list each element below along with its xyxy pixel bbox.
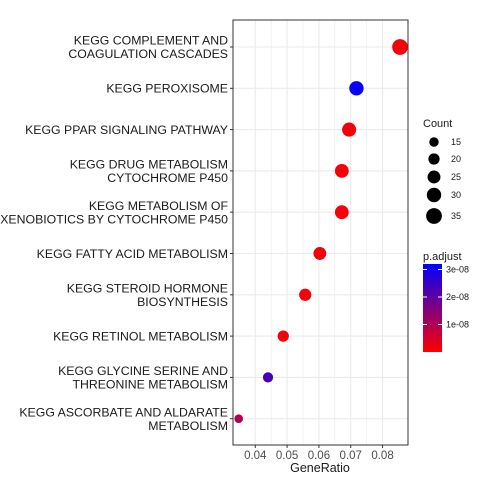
term-label: KEGG ASCORBATE AND ALDARATE: [19, 405, 228, 419]
count-legend-label: 25: [451, 172, 461, 182]
term-label: KEGG PPAR SIGNALING PATHWAY: [25, 123, 228, 137]
data-point: [334, 205, 349, 220]
data-points: [234, 39, 408, 423]
colorbar-label: 3e-08: [446, 265, 469, 275]
data-point: [234, 414, 244, 423]
count-legend-dot: [426, 187, 442, 203]
colorbar-label: 1e-08: [446, 320, 469, 330]
x-axis-title: GeneRatio: [290, 461, 350, 475]
term-label: XENOBIOTICS BY CYTOCHROME P450: [0, 212, 228, 226]
term-label: THREONINE METABOLISM: [72, 377, 228, 391]
term-label: KEGG GLYCINE SERINE AND: [58, 364, 228, 378]
count-legend-label: 15: [451, 137, 461, 147]
count-legend-dot: [426, 208, 442, 224]
x-tick-label: 0.07: [340, 450, 362, 462]
term-label: CYTOCHROME P450: [107, 171, 228, 185]
count-legend-dot: [429, 137, 439, 147]
term-label: KEGG FATTY ACID METABOLISM: [37, 247, 228, 261]
count-legend-label: 35: [451, 211, 461, 221]
data-point: [299, 288, 312, 301]
count-legend-label: 30: [451, 190, 461, 200]
term-label: COAGULATION CASCADES: [68, 47, 228, 61]
data-point: [392, 39, 408, 55]
data-point: [342, 122, 357, 137]
count-size-legend: Count 15 20 25 30 35: [423, 118, 461, 224]
term-label: KEGG COMPLEMENT AND: [74, 34, 228, 48]
p-adjust-legend-title: p.adjust: [423, 251, 462, 263]
colorbar-label: 2e-08: [446, 292, 469, 302]
x-tick-label: 0.06: [308, 450, 330, 462]
x-tick-label: 0.04: [244, 450, 267, 462]
data-point: [262, 372, 274, 383]
data-point: [277, 330, 289, 342]
plot-panel-border: [232, 19, 409, 446]
term-label: METABOLISM: [148, 419, 228, 433]
count-legend-title: Count: [423, 118, 452, 130]
p-adjust-color-legend: p.adjust 3e-08 2e-08 1e-08: [423, 251, 469, 352]
term-label: KEGG METABOLISM OF: [89, 199, 229, 213]
count-legend-label: 20: [451, 154, 461, 164]
term-label: KEGG DRUG METABOLISM: [70, 157, 228, 171]
term-label: KEGG PEROXISOME: [106, 82, 228, 96]
x-axis-ticks: 0.04 0.05 0.06 0.07 0.08: [244, 445, 394, 462]
count-legend-dot: [427, 170, 441, 184]
p-adjust-colorbar: [423, 264, 442, 352]
term-label: KEGG STEROID HORMONE: [67, 281, 228, 295]
x-tick-label: 0.05: [276, 450, 298, 462]
grid-lines: [233, 20, 408, 445]
x-tick-label: 0.08: [371, 450, 393, 462]
term-label: KEGG RETINOL METABOLISM: [53, 329, 228, 343]
data-point: [334, 163, 349, 178]
data-point: [313, 247, 327, 260]
count-legend-dot: [428, 153, 440, 165]
term-label: BIOSYNTHESIS: [137, 295, 228, 309]
data-point: [349, 81, 364, 96]
